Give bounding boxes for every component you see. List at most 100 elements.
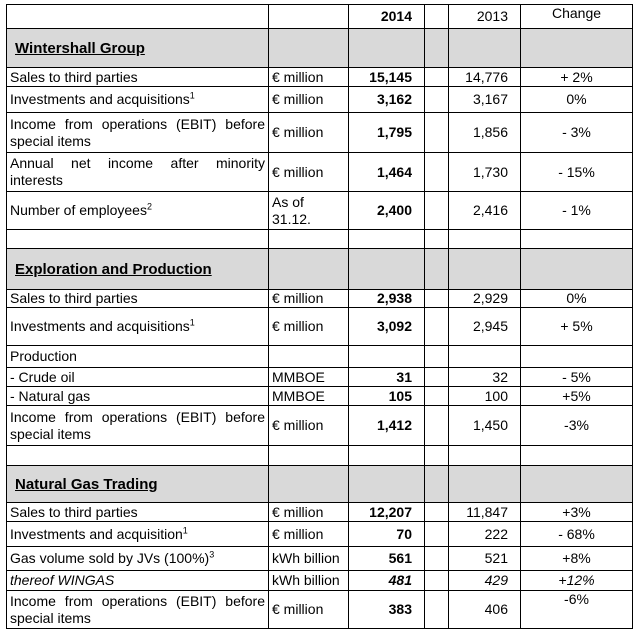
table-row: Investments and acquisition1 € million 70 2… <box>6 521 633 547</box>
row-unit: € million <box>268 112 349 153</box>
row-label: Sales to third parties <box>6 289 269 308</box>
empty-cell <box>348 445 425 466</box>
header-unit-cell <box>268 4 349 29</box>
table-row: Sales to third parties € million 12,207 11,… <box>6 502 633 522</box>
row-label: Investments and acquisitions1 <box>6 86 269 113</box>
row-label-text: Production <box>10 348 77 364</box>
spacer-cell <box>424 590 449 629</box>
row-label: Investments and acquisition1 <box>6 521 269 547</box>
change-value: +12% <box>520 570 633 591</box>
row-unit: € million <box>268 521 349 547</box>
table-row: Sales to third parties € million 15,145 14,… <box>6 67 633 87</box>
value-2013: 2,945 <box>448 307 521 346</box>
value-2013: 2,929 <box>448 289 521 308</box>
spacer-cell <box>424 86 449 113</box>
row-label-text: Sales to third parties <box>10 503 138 520</box>
row-unit: € million <box>268 86 349 113</box>
value-2014: 1,464 <box>348 152 425 192</box>
section-header-row: Exploration and Production <box>6 248 633 290</box>
row-label: Income from operations (EBIT) before spe… <box>6 590 269 629</box>
empty-cell <box>348 229 425 249</box>
table-row: Income from operations (EBIT) before spe… <box>6 590 633 629</box>
spacer-row <box>6 229 633 249</box>
row-label: Gas volume sold by JVs (100%)3 <box>6 546 269 571</box>
value-2014: 15,145 <box>348 67 425 87</box>
value-2013: 1,856 <box>448 112 521 153</box>
row-unit: MMBOE <box>268 386 349 406</box>
change-value: -3% <box>520 405 633 446</box>
footnote-marker: 1 <box>189 90 195 101</box>
value-2013: 14,776 <box>448 67 521 87</box>
spacer-cell <box>424 405 449 446</box>
change-value: +5% <box>520 386 633 406</box>
value-2014: 3,092 <box>348 307 425 346</box>
row-label: Production <box>6 345 269 368</box>
row-unit: kWh billion <box>268 570 349 591</box>
spacer-cell <box>424 502 449 522</box>
value-2014: 383 <box>348 590 425 629</box>
row-label-text: - Natural gas <box>10 387 91 404</box>
section-title: Natural Gas Trading <box>6 465 269 503</box>
row-unit: MMBOE <box>268 367 349 387</box>
row-label: Investments and acquisitions1 <box>6 307 269 346</box>
change-value: +8% <box>520 546 633 571</box>
row-label-text: Sales to third parties <box>10 68 138 85</box>
header-change: Change <box>520 4 633 29</box>
table-row: Gas volume sold by JVs (100%)3 kWh billio… <box>6 546 633 571</box>
value-2013 <box>448 345 521 368</box>
value-2014: 2,400 <box>348 191 425 230</box>
spacer-cell <box>424 152 449 192</box>
section-empty-cell <box>520 465 633 503</box>
change-value: + 5% <box>520 307 633 346</box>
section-title: Wintershall Group <box>6 28 269 68</box>
row-unit: As of 31.12. <box>268 191 349 230</box>
section-empty-cell <box>268 465 349 503</box>
spacer-cell <box>424 345 449 368</box>
value-2013: 100 <box>448 386 521 406</box>
empty-cell <box>6 445 269 466</box>
section-empty-cell <box>348 28 425 68</box>
row-label-text: Income from operations (EBIT) before spe… <box>10 408 265 442</box>
row-label: Annual net income after minority interes… <box>6 152 269 192</box>
row-label: Income from operations (EBIT) before spe… <box>6 112 269 153</box>
row-unit: € million <box>268 590 349 629</box>
table-row: Number of employees2 As of 31.12. 2,400 2,4… <box>6 191 633 230</box>
value-2013: 32 <box>448 367 521 387</box>
row-label: - Crude oil <box>6 367 269 387</box>
change-value: + 2% <box>520 67 633 87</box>
table-row: Investments and acquisitions1 € million 3,… <box>6 86 633 113</box>
row-label-text: thereof WINGAS <box>10 572 115 588</box>
value-2014: 3,162 <box>348 86 425 113</box>
row-label-text: Income from operations (EBIT) before spe… <box>10 592 265 626</box>
row-label-text: Sales to third parties <box>10 290 138 307</box>
value-2014: 1,412 <box>348 405 425 446</box>
section-empty-cell <box>424 248 449 290</box>
empty-cell <box>520 445 633 466</box>
row-label-text: Investments and acquisition <box>10 525 183 542</box>
spacer-cell <box>424 570 449 591</box>
value-2013: 11,847 <box>448 502 521 522</box>
empty-cell <box>268 229 349 249</box>
header-label-cell <box>6 4 269 29</box>
table-row: - Natural gas MMBOE 105 100 +5% <box>6 386 633 406</box>
row-label: Sales to third parties <box>6 67 269 87</box>
value-2013: 429 <box>448 570 521 591</box>
row-label-text: Number of employees <box>10 202 147 218</box>
change-value <box>520 345 633 368</box>
row-unit: kWh billion <box>268 546 349 571</box>
row-label-text: Annual net income after minority interes… <box>10 155 265 188</box>
value-2014: 2,938 <box>348 289 425 308</box>
value-2013: 406 <box>448 590 521 629</box>
section-empty-cell <box>520 248 633 290</box>
footnote-marker: 1 <box>182 524 188 535</box>
section-empty-cell <box>448 28 521 68</box>
table-row: Income from operations (EBIT) before spe… <box>6 112 633 153</box>
spacer-cell <box>424 307 449 346</box>
table-row: Sales to third parties € million 2,938 2,92… <box>6 289 633 308</box>
row-label: Number of employees2 <box>6 191 269 230</box>
section-empty-cell <box>348 248 425 290</box>
value-2013: 222 <box>448 521 521 547</box>
table-row: Production <box>6 345 633 368</box>
spacer-cell <box>424 67 449 87</box>
value-2013: 2,416 <box>448 191 521 230</box>
